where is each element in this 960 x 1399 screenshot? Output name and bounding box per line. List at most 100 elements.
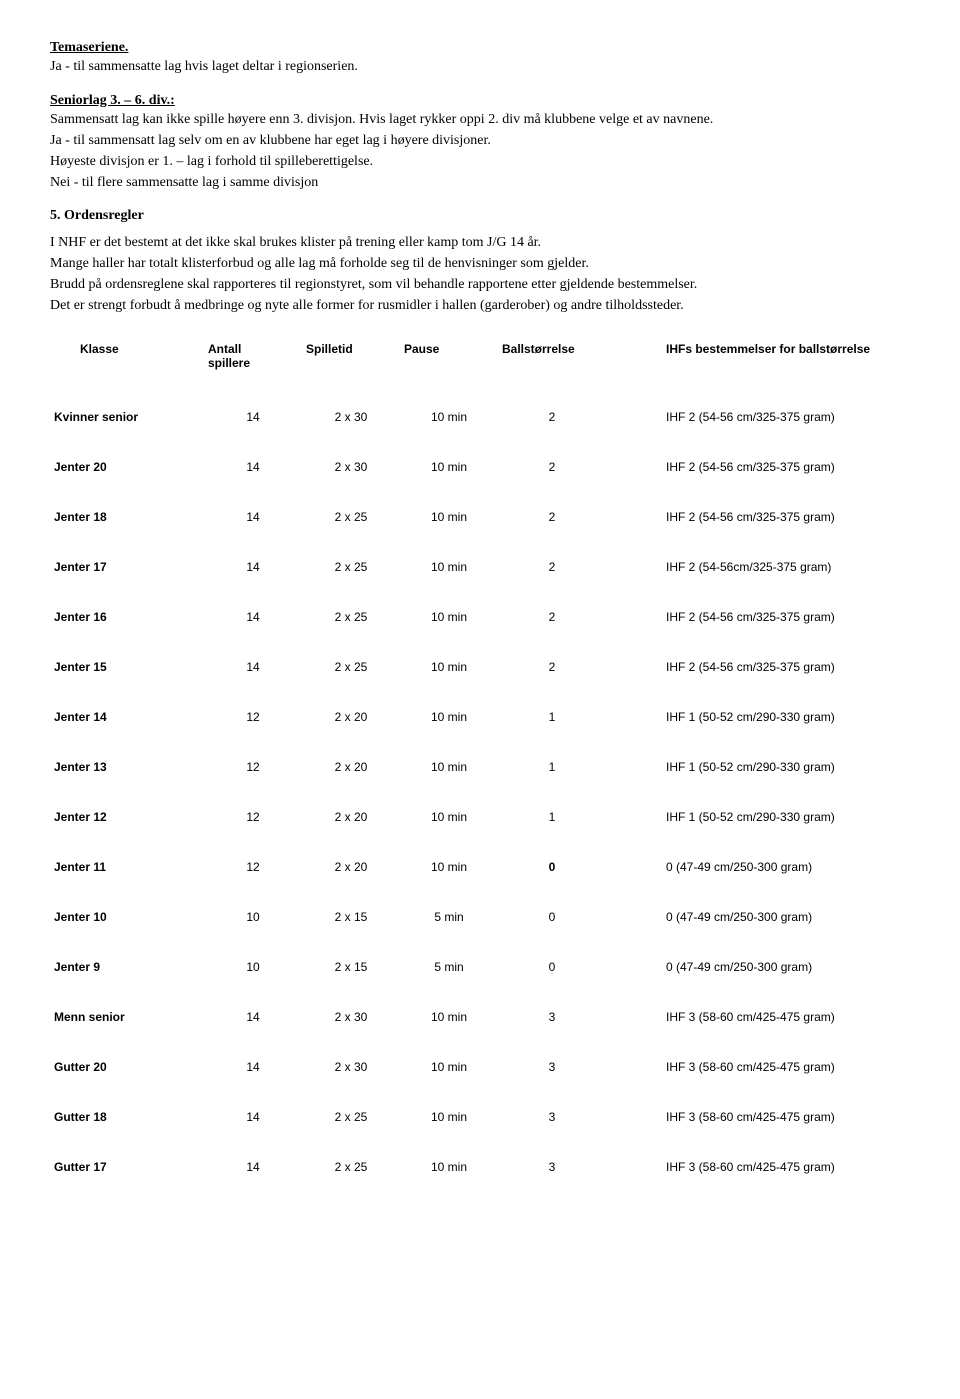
cell-antall: 10 (204, 950, 302, 1000)
cell-ball: 3 (498, 1000, 606, 1050)
temaseriene-heading: Temaseriene. (50, 40, 910, 56)
cell-spilletid: 2 x 30 (302, 1050, 400, 1100)
cell-antall: 14 (204, 1000, 302, 1050)
cell-klasse: Jenter 18 (50, 500, 204, 550)
cell-spilletid: 2 x 15 (302, 950, 400, 1000)
table-body: Kvinner senior142 x 3010 min2IHF 2 (54-5… (50, 400, 910, 1200)
cell-pause: 5 min (400, 950, 498, 1000)
cell-ball: 2 (498, 400, 606, 450)
header-antall-l1: Antall (208, 342, 241, 356)
cell-pause: 10 min (400, 400, 498, 450)
cell-pause: 10 min (400, 1100, 498, 1150)
spec-table: Klasse Antall spillere Spilletid Pause B… (50, 336, 910, 1200)
cell-ball: 3 (498, 1050, 606, 1100)
cell-klasse: Gutter 17 (50, 1150, 204, 1200)
cell-ball: 1 (498, 700, 606, 750)
seniorlag-line3: Høyeste divisjon er 1. – lag i forhold t… (50, 153, 910, 172)
cell-ihf: 0 (47-49 cm/250-300 gram) (606, 850, 910, 900)
cell-spilletid: 2 x 30 (302, 450, 400, 500)
cell-pause: 10 min (400, 550, 498, 600)
cell-antall: 14 (204, 650, 302, 700)
cell-antall: 14 (204, 600, 302, 650)
header-klasse: Klasse (50, 336, 204, 400)
cell-klasse: Jenter 17 (50, 550, 204, 600)
cell-spilletid: 2 x 15 (302, 900, 400, 950)
ordensregler-p3: Brudd på ordensreglene skal rapporteres … (50, 276, 910, 295)
cell-klasse: Gutter 20 (50, 1050, 204, 1100)
cell-antall: 14 (204, 1100, 302, 1150)
cell-klasse: Jenter 13 (50, 750, 204, 800)
table-row: Jenter 12122 x 2010 min1IHF 1 (50-52 cm/… (50, 800, 910, 850)
cell-spilletid: 2 x 20 (302, 800, 400, 850)
cell-spilletid: 2 x 20 (302, 850, 400, 900)
cell-pause: 10 min (400, 1000, 498, 1050)
cell-klasse: Gutter 18 (50, 1100, 204, 1150)
cell-klasse: Menn senior (50, 1000, 204, 1050)
table-row: Jenter 18142 x 2510 min2IHF 2 (54-56 cm/… (50, 500, 910, 550)
cell-ihf: 0 (47-49 cm/250-300 gram) (606, 950, 910, 1000)
cell-spilletid: 2 x 25 (302, 650, 400, 700)
cell-ihf: 0 (47-49 cm/250-300 gram) (606, 900, 910, 950)
cell-antall: 14 (204, 450, 302, 500)
table-header-row: Klasse Antall spillere Spilletid Pause B… (50, 336, 910, 400)
cell-antall: 14 (204, 400, 302, 450)
cell-spilletid: 2 x 25 (302, 1100, 400, 1150)
cell-antall: 12 (204, 850, 302, 900)
cell-klasse: Jenter 9 (50, 950, 204, 1000)
cell-ball: 3 (498, 1150, 606, 1200)
table-row: Gutter 18142 x 2510 min3IHF 3 (58-60 cm/… (50, 1100, 910, 1150)
cell-ihf: IHF 1 (50-52 cm/290-330 gram) (606, 750, 910, 800)
cell-ihf: IHF 3 (58-60 cm/425-475 gram) (606, 1150, 910, 1200)
cell-pause: 10 min (400, 650, 498, 700)
cell-pause: 10 min (400, 600, 498, 650)
seniorlag-line1: Sammensatt lag kan ikke spille høyere en… (50, 111, 910, 130)
cell-antall: 10 (204, 900, 302, 950)
table-row: Menn senior142 x 3010 min3IHF 3 (58-60 c… (50, 1000, 910, 1050)
header-antall: Antall spillere (204, 336, 302, 400)
table-row: Jenter 10102 x 155 min00 (47-49 cm/250-3… (50, 900, 910, 950)
cell-spilletid: 2 x 25 (302, 550, 400, 600)
cell-pause: 10 min (400, 750, 498, 800)
header-ihf: IHFs bestemmelser for ballstørrelse (606, 336, 910, 400)
cell-ihf: IHF 3 (58-60 cm/425-475 gram) (606, 1000, 910, 1050)
cell-antall: 12 (204, 800, 302, 850)
cell-spilletid: 2 x 25 (302, 600, 400, 650)
cell-pause: 10 min (400, 450, 498, 500)
ordensregler-heading: 5. Ordensregler (50, 208, 910, 224)
cell-ball: 2 (498, 600, 606, 650)
cell-klasse: Jenter 10 (50, 900, 204, 950)
cell-klasse: Kvinner senior (50, 400, 204, 450)
cell-antall: 12 (204, 750, 302, 800)
cell-klasse: Jenter 12 (50, 800, 204, 850)
cell-spilletid: 2 x 30 (302, 1000, 400, 1050)
table-row: Gutter 17142 x 2510 min3IHF 3 (58-60 cm/… (50, 1150, 910, 1200)
cell-antall: 14 (204, 500, 302, 550)
cell-ihf: IHF 2 (54-56 cm/325-375 gram) (606, 500, 910, 550)
table-row: Jenter 17142 x 2510 min2IHF 2 (54-56cm/3… (50, 550, 910, 600)
table-row: Jenter 11122 x 2010 min00 (47-49 cm/250-… (50, 850, 910, 900)
cell-pause: 10 min (400, 1050, 498, 1100)
table-row: Gutter 20142 x 3010 min3IHF 3 (58-60 cm/… (50, 1050, 910, 1100)
table-row: Jenter 9102 x 155 min00 (47-49 cm/250-30… (50, 950, 910, 1000)
ordensregler-p4: Det er strengt forbudt å medbringe og ny… (50, 297, 910, 316)
cell-antall: 12 (204, 700, 302, 750)
cell-ball: 1 (498, 750, 606, 800)
cell-spilletid: 2 x 20 (302, 700, 400, 750)
cell-spilletid: 2 x 20 (302, 750, 400, 800)
cell-pause: 10 min (400, 500, 498, 550)
cell-ball: 2 (498, 450, 606, 500)
table-row: Jenter 20142 x 3010 min2IHF 2 (54-56 cm/… (50, 450, 910, 500)
header-antall-l2: spillere (208, 356, 250, 370)
cell-klasse: Jenter 20 (50, 450, 204, 500)
cell-antall: 14 (204, 1050, 302, 1100)
table-row: Jenter 15142 x 2510 min2IHF 2 (54-56 cm/… (50, 650, 910, 700)
table-row: Jenter 13122 x 2010 min1IHF 1 (50-52 cm/… (50, 750, 910, 800)
table-row: Jenter 16142 x 2510 min2IHF 2 (54-56 cm/… (50, 600, 910, 650)
cell-ihf: IHF 1 (50-52 cm/290-330 gram) (606, 800, 910, 850)
cell-pause: 5 min (400, 900, 498, 950)
cell-pause: 10 min (400, 850, 498, 900)
cell-antall: 14 (204, 1150, 302, 1200)
cell-ball: 3 (498, 1100, 606, 1150)
header-ball: Ballstørrelse (498, 336, 606, 400)
cell-ihf: IHF 3 (58-60 cm/425-475 gram) (606, 1100, 910, 1150)
